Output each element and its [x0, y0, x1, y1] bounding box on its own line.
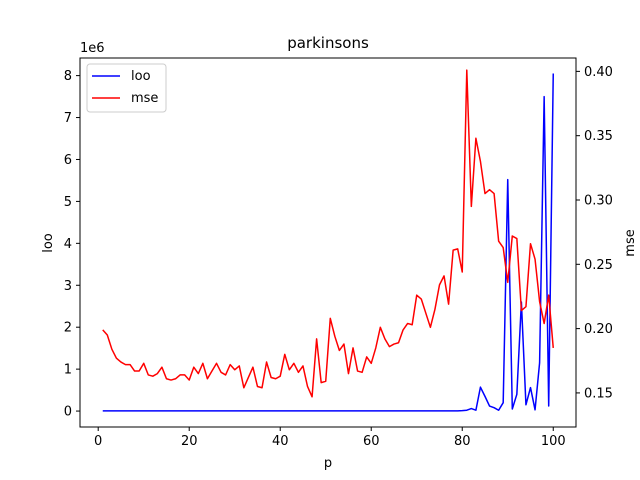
y-tick-label-right: 0.25 — [584, 258, 613, 273]
x-tick-label: 20 — [181, 434, 198, 449]
x-tick-label: 0 — [94, 434, 102, 449]
y-tick-label-left: 5 — [64, 195, 72, 210]
y-axis-label-right: mse — [623, 229, 638, 256]
y-tick-label-left: 3 — [64, 279, 72, 294]
y-tick-label-left: 6 — [64, 153, 72, 168]
x-tick-label: 60 — [363, 434, 380, 449]
y-tick-label-left: 1 — [64, 363, 72, 378]
y-tick-label-right: 0.30 — [584, 193, 613, 208]
x-tick-label: 40 — [272, 434, 289, 449]
legend-label-mse: mse — [131, 91, 158, 106]
y-tick-label-right: 0.20 — [584, 322, 613, 337]
y-tick-label-left: 0 — [64, 405, 72, 420]
left-axis-offset-label: 1e6 — [80, 41, 105, 56]
axis-ticks: 0 20 40 60 80 100 0 1 2 3 4 5 6 7 8 0.15 0.20 0.25 0.30 0.3… — [64, 65, 613, 449]
legend-label-loo: loo — [131, 69, 151, 84]
x-tick-label: 100 — [541, 434, 566, 449]
chart-title: parkinsons — [287, 34, 369, 52]
plot-area — [102, 69, 554, 412]
y-tick-label-right: 0.15 — [584, 386, 613, 401]
legend: loo mse — [86, 63, 167, 113]
series-line-mse — [102, 69, 554, 398]
x-tick-label: 80 — [454, 434, 471, 449]
y-axis-label-left: loo — [41, 233, 56, 253]
y-tick-label-left: 7 — [64, 111, 72, 126]
y-tick-label-left: 4 — [64, 237, 72, 252]
y-tick-label-right: 0.35 — [584, 129, 613, 144]
series-line-loo — [102, 73, 554, 412]
y-tick-label-left: 2 — [64, 321, 72, 336]
y-tick-label-right: 0.40 — [584, 65, 613, 80]
y-tick-label-left: 8 — [64, 69, 72, 84]
plot-frame — [79, 57, 577, 428]
x-axis-label: p — [324, 456, 332, 471]
